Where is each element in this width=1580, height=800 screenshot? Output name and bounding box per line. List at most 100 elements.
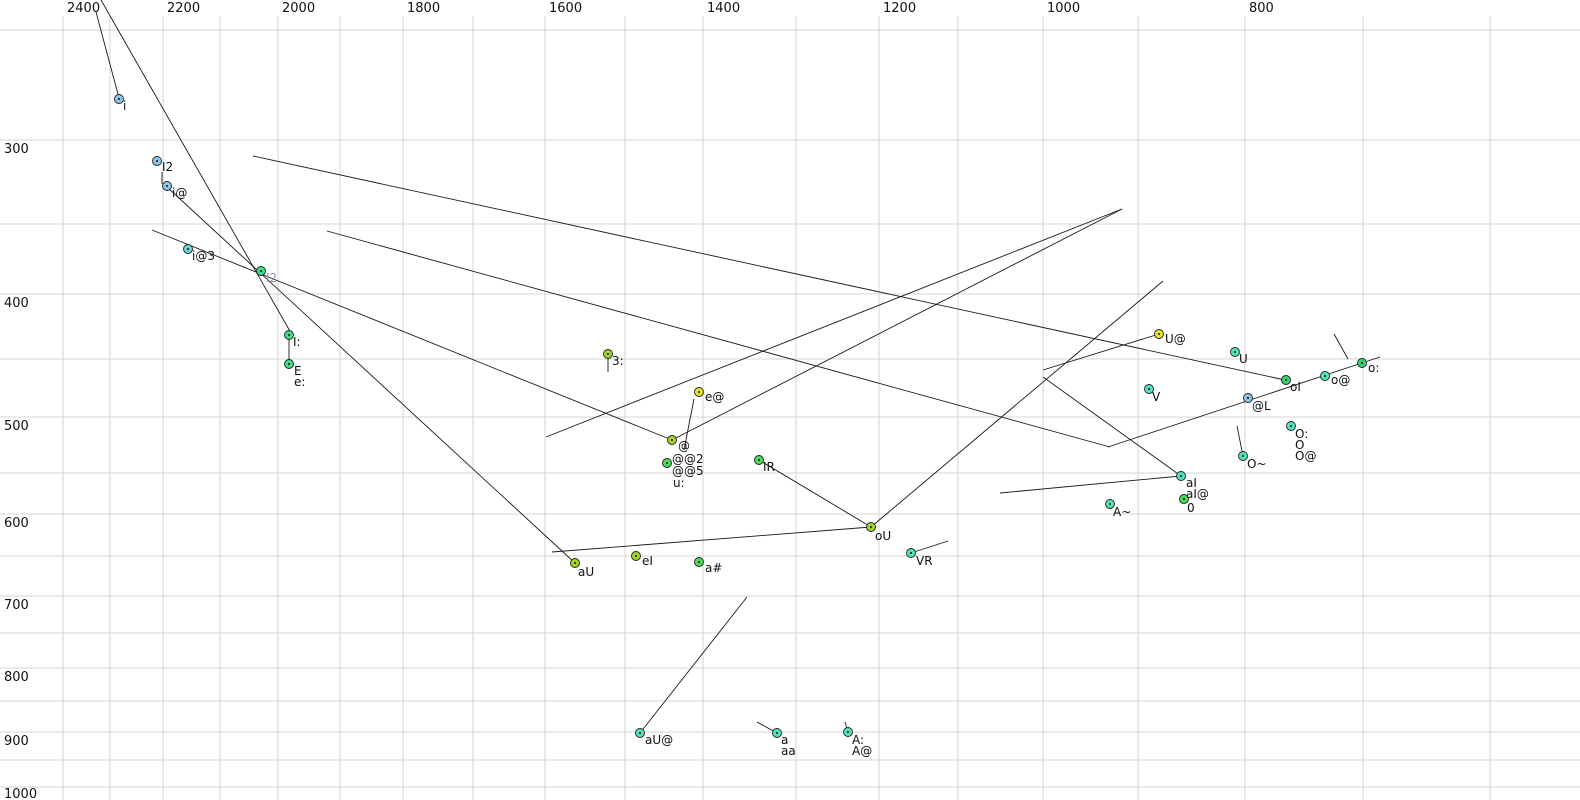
vowel-label-V: V — [1152, 390, 1161, 404]
y-axis-tick-label-900: 900 — [4, 734, 29, 749]
y-axis-tick-label-400: 400 — [4, 296, 29, 311]
trajectory-line — [551, 526, 872, 553]
vowel-point-center-dot — [1233, 350, 1237, 354]
vowel-point-center-dot — [287, 333, 291, 337]
vowel-point-center-dot — [573, 561, 577, 565]
vowel-point-center-dot — [638, 731, 642, 735]
vowel-label-a#: a# — [705, 561, 722, 575]
vowel-label-@@5: @@5 — [672, 464, 704, 478]
vowel-label-O~: O~ — [1247, 457, 1267, 471]
vowel-label-a: a — [781, 733, 788, 747]
vowel-label-oU: oU — [875, 529, 891, 543]
vowel-point-center-dot — [1289, 424, 1293, 428]
trajectory-line — [910, 540, 949, 554]
vowel-label-aI: aI — [1186, 476, 1197, 490]
trajectory-line — [95, 11, 120, 99]
y-axis-tick-label-500: 500 — [4, 419, 29, 434]
vowel-point-center-dot — [1323, 374, 1327, 378]
vowel-point-center-dot — [697, 560, 701, 564]
y-axis-tick-label-600: 600 — [4, 516, 29, 531]
y-axis-tick-label-800: 800 — [4, 670, 29, 685]
vowel-point-center-dot — [775, 731, 779, 735]
vowel-label-aa: aa — [781, 744, 796, 758]
vowel-point-center-dot — [165, 184, 169, 188]
vowel-label-O: O — [1295, 438, 1304, 452]
trajectory-line — [683, 398, 695, 451]
trajectory-line — [166, 186, 576, 564]
vowel-label-i@: i@ — [172, 186, 187, 200]
vowel-label-A:: A: — [852, 733, 864, 747]
vowel-label-aI@: aI@ — [1186, 487, 1209, 501]
vowel-point-center-dot — [1360, 361, 1364, 365]
vowel-label-oI: oI — [1290, 380, 1301, 394]
x-axis-tick-label-800: 800 — [1249, 1, 1274, 16]
vowel-label-0: 0 — [1187, 501, 1195, 515]
trajectory-line — [1236, 425, 1244, 457]
trajectory-line — [151, 229, 673, 441]
vowel-label-E: E — [294, 364, 302, 378]
trajectory-line — [870, 280, 1164, 528]
trajectory-line — [999, 475, 1182, 494]
trajectory-line — [326, 230, 1111, 448]
vowel-point-center-dot — [1284, 378, 1288, 382]
trajectory-line — [1042, 333, 1160, 371]
vowel-label-IR: IR — [763, 460, 775, 474]
vowel-label-e@: e@ — [705, 390, 724, 404]
trajectory-line — [758, 459, 872, 528]
vowel-point-center-dot — [1246, 396, 1250, 400]
vowel-label-u:: u: — [673, 476, 685, 490]
vowel-label-aU: aU — [578, 565, 594, 579]
x-axis-tick-label-1600: 1600 — [549, 1, 582, 16]
x-axis-tick-label-1800: 1800 — [407, 1, 440, 16]
vowel-point-center-dot — [1241, 454, 1245, 458]
vowel-point-center-dot — [670, 438, 674, 442]
x-axis-tick-label-1400: 1400 — [707, 1, 740, 16]
trajectory-line — [545, 208, 1123, 438]
vowel-label-i@3: i@3 — [192, 249, 215, 263]
vowel-label-@: @ — [678, 439, 690, 453]
vowel-label-@@2: @@2 — [672, 452, 704, 466]
vowel-point-center-dot — [1179, 474, 1183, 478]
vowel-label-@L: @L — [1252, 399, 1271, 413]
vowel-point-center-dot — [757, 458, 761, 462]
vowel-label-eI: eI — [642, 554, 653, 568]
trajectory-line — [1107, 356, 1381, 448]
vowel-point-center-dot — [1147, 387, 1151, 391]
vowel-point-center-dot — [634, 554, 638, 558]
vowel-point-center-dot — [155, 159, 159, 163]
vowel-point-center-dot — [1157, 332, 1161, 336]
vowel-point-center-dot — [1182, 497, 1186, 501]
vowel-point-center-dot — [259, 269, 263, 273]
vowel-label-A~: A~ — [1113, 505, 1131, 519]
trajectory-line — [252, 155, 1286, 381]
vowel-label-VR: VR — [916, 554, 933, 568]
vowel-label-e:: e: — [294, 375, 305, 389]
vowel-point-center-dot — [869, 525, 873, 529]
trajectory-line — [671, 208, 1123, 441]
vowel-label-U: U — [1239, 352, 1248, 366]
vowel-label-3:: 3: — [612, 354, 624, 368]
vowel-label-O@: O@ — [1295, 449, 1316, 463]
trajectory-line — [639, 596, 748, 734]
x-axis-tick-label-2000: 2000 — [282, 1, 315, 16]
vowel-label-U@: U@ — [1165, 332, 1186, 346]
y-axis-tick-label-700: 700 — [4, 598, 29, 613]
vowel-point-center-dot — [846, 730, 850, 734]
vowel-point-center-dot — [117, 97, 121, 101]
y-axis-tick-label-1000: 1000 — [4, 787, 37, 800]
trajectory-line — [1042, 376, 1182, 477]
x-axis-tick-label-2400: 2400 — [67, 1, 100, 16]
x-axis-tick-label-2200: 2200 — [167, 1, 200, 16]
vowel-label-aU@: aU@ — [645, 733, 673, 747]
vowel-label-I2: I2 — [266, 271, 277, 285]
vowel-point-center-dot — [697, 390, 701, 394]
vowel-label-A@: A@ — [852, 744, 872, 758]
vowel-label-I:: I: — [293, 335, 301, 349]
vowel-label-o:: o: — [1368, 361, 1379, 375]
vowel-point-center-dot — [1108, 502, 1112, 506]
vowel-point-center-dot — [665, 461, 669, 465]
vowel-point-center-dot — [287, 362, 291, 366]
y-axis-tick-label-300: 300 — [4, 142, 29, 157]
